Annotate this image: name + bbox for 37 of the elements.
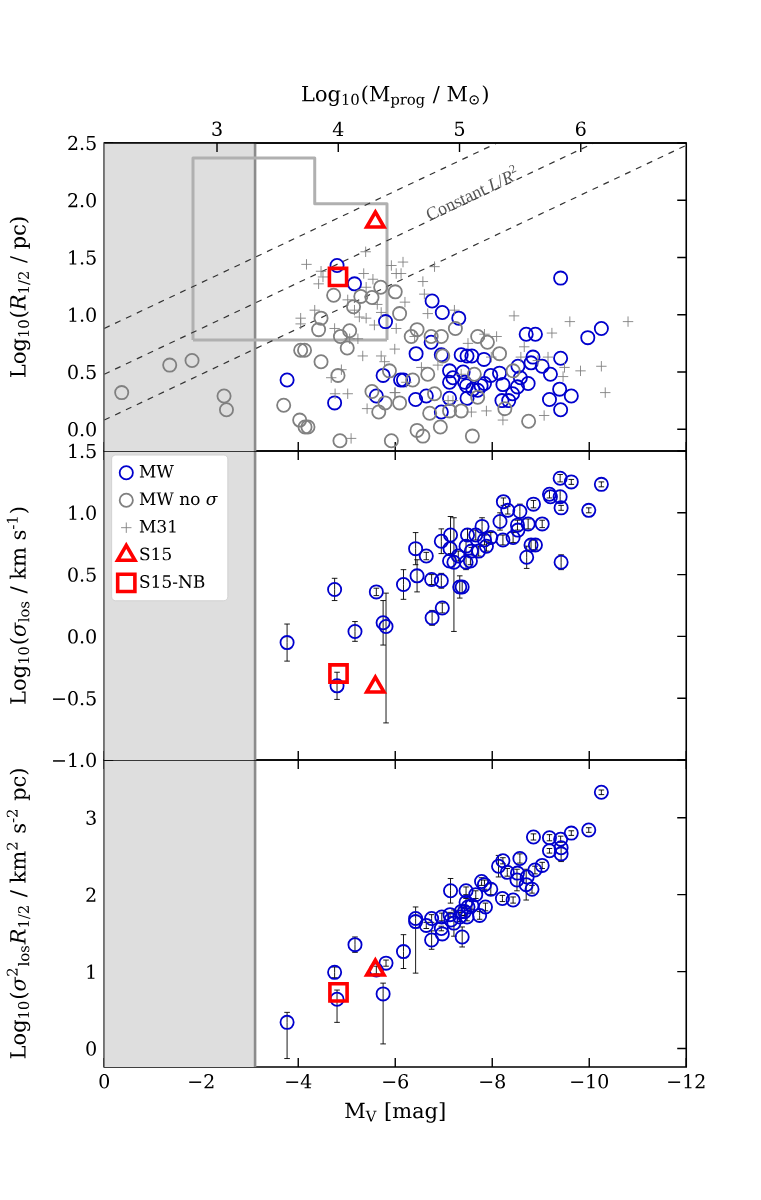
x2-tick-label: 3 (212, 121, 222, 136)
x-axis-title: M$_{V}$ [mag] (345, 1102, 445, 1123)
legend-label: S15 (140, 547, 171, 561)
x-tick-label: 0 (99, 1074, 109, 1089)
y-tick-label: 1.0 (69, 505, 96, 520)
x-tick-label: −4 (286, 1074, 312, 1089)
y-tick-label: 0 (86, 1041, 96, 1056)
y-tick-label: 0.0 (68, 422, 96, 437)
legend-label: MW no σ (139, 492, 218, 506)
y-axis-title: Log$_{10}$(σ$_{los}$ / km s$^{-1}$) (6, 507, 31, 704)
y-tick-label: 1 (87, 964, 95, 979)
x-tick-label: −8 (480, 1074, 505, 1089)
text: Log$_{10}$(σ$^{2}$$_{los}$R$_{1/2}$ / km$^{2}$ s$^{-2}$ pc) (6, 769, 31, 1059)
y-tick-label: −0.5 (52, 691, 96, 706)
x2-tick-label: 4 (332, 121, 344, 136)
y-tick-label: 1.5 (69, 250, 96, 265)
y-tick-label: 0.0 (68, 629, 96, 644)
x2-tick-label: 6 (575, 121, 586, 136)
y-tick-label: 3 (86, 810, 96, 825)
legend-label: M31 (139, 519, 176, 533)
legend-label: S15-NB (140, 575, 205, 588)
x2-tick-label: 5 (454, 121, 464, 136)
y-tick-label: 0.5 (68, 364, 96, 380)
y-tick-label: 2 (86, 887, 96, 902)
y-tick-label: 1.5 (69, 443, 96, 459)
y-tick-label: 2.0 (68, 193, 96, 208)
x2-axis-title: Log$_{10}$(M$_{prog}$ / M$_{⊙}$) (302, 85, 488, 108)
y-tick-label: 1.0 (69, 307, 96, 322)
legend-label: MW (139, 465, 174, 478)
y-axis-title: Log$_{10}$(R$_{1/2}$ / pc) (9, 217, 31, 377)
y-tick-label: 0.5 (68, 567, 96, 582)
y-tick-label: 2.5 (68, 135, 96, 151)
y-tick-label: −1.0 (52, 752, 96, 768)
x-tick-label: −12 (668, 1074, 705, 1089)
x-tick-label: −10 (571, 1074, 608, 1089)
x-tick-label: −6 (383, 1074, 408, 1089)
x-tick-label: −2 (189, 1074, 214, 1089)
